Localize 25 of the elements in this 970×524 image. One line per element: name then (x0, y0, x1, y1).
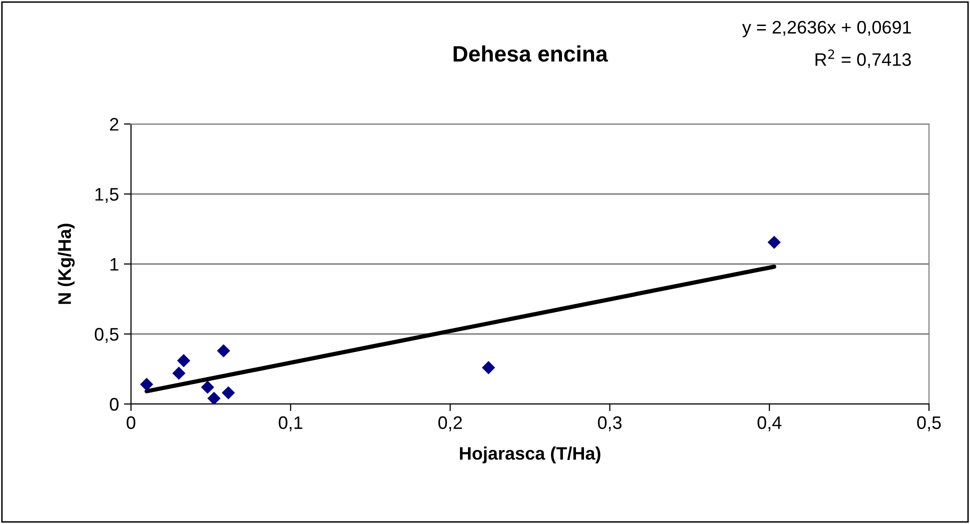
point (172, 366, 186, 380)
point (140, 378, 154, 391)
point (768, 236, 781, 249)
chart-title: Dehesa encina (454, 45, 608, 62)
text: R$^{2}$ = 0,7413 (816, 49, 911, 68)
y-tick-label: 2 (110, 118, 118, 131)
x-tick-label: 0,3 (598, 416, 622, 432)
point (207, 392, 221, 404)
point (222, 386, 235, 400)
x-tick-label: 0,5 (917, 416, 941, 432)
x-tick-label: 0,2 (438, 416, 462, 432)
x-tick-label: 0,4 (758, 416, 782, 432)
y-tick-label: 1,5 (95, 188, 118, 203)
y-axis-title: N (Kg/Ha) (58, 224, 75, 304)
point (216, 344, 230, 358)
y-tick-label: 0 (110, 398, 118, 411)
x-tick-label: 0,1 (278, 416, 302, 432)
y-tick-label: 1 (110, 258, 118, 271)
text: y = 2,2636x + 0,0691 (742, 20, 911, 38)
point (482, 361, 496, 374)
x-tick-label: 0 (126, 416, 136, 430)
y-tick-label: 0,5 (94, 328, 118, 343)
point (177, 354, 190, 368)
x-axis-title: Hojarasca (T/Ha) (460, 446, 600, 464)
point (201, 380, 214, 394)
